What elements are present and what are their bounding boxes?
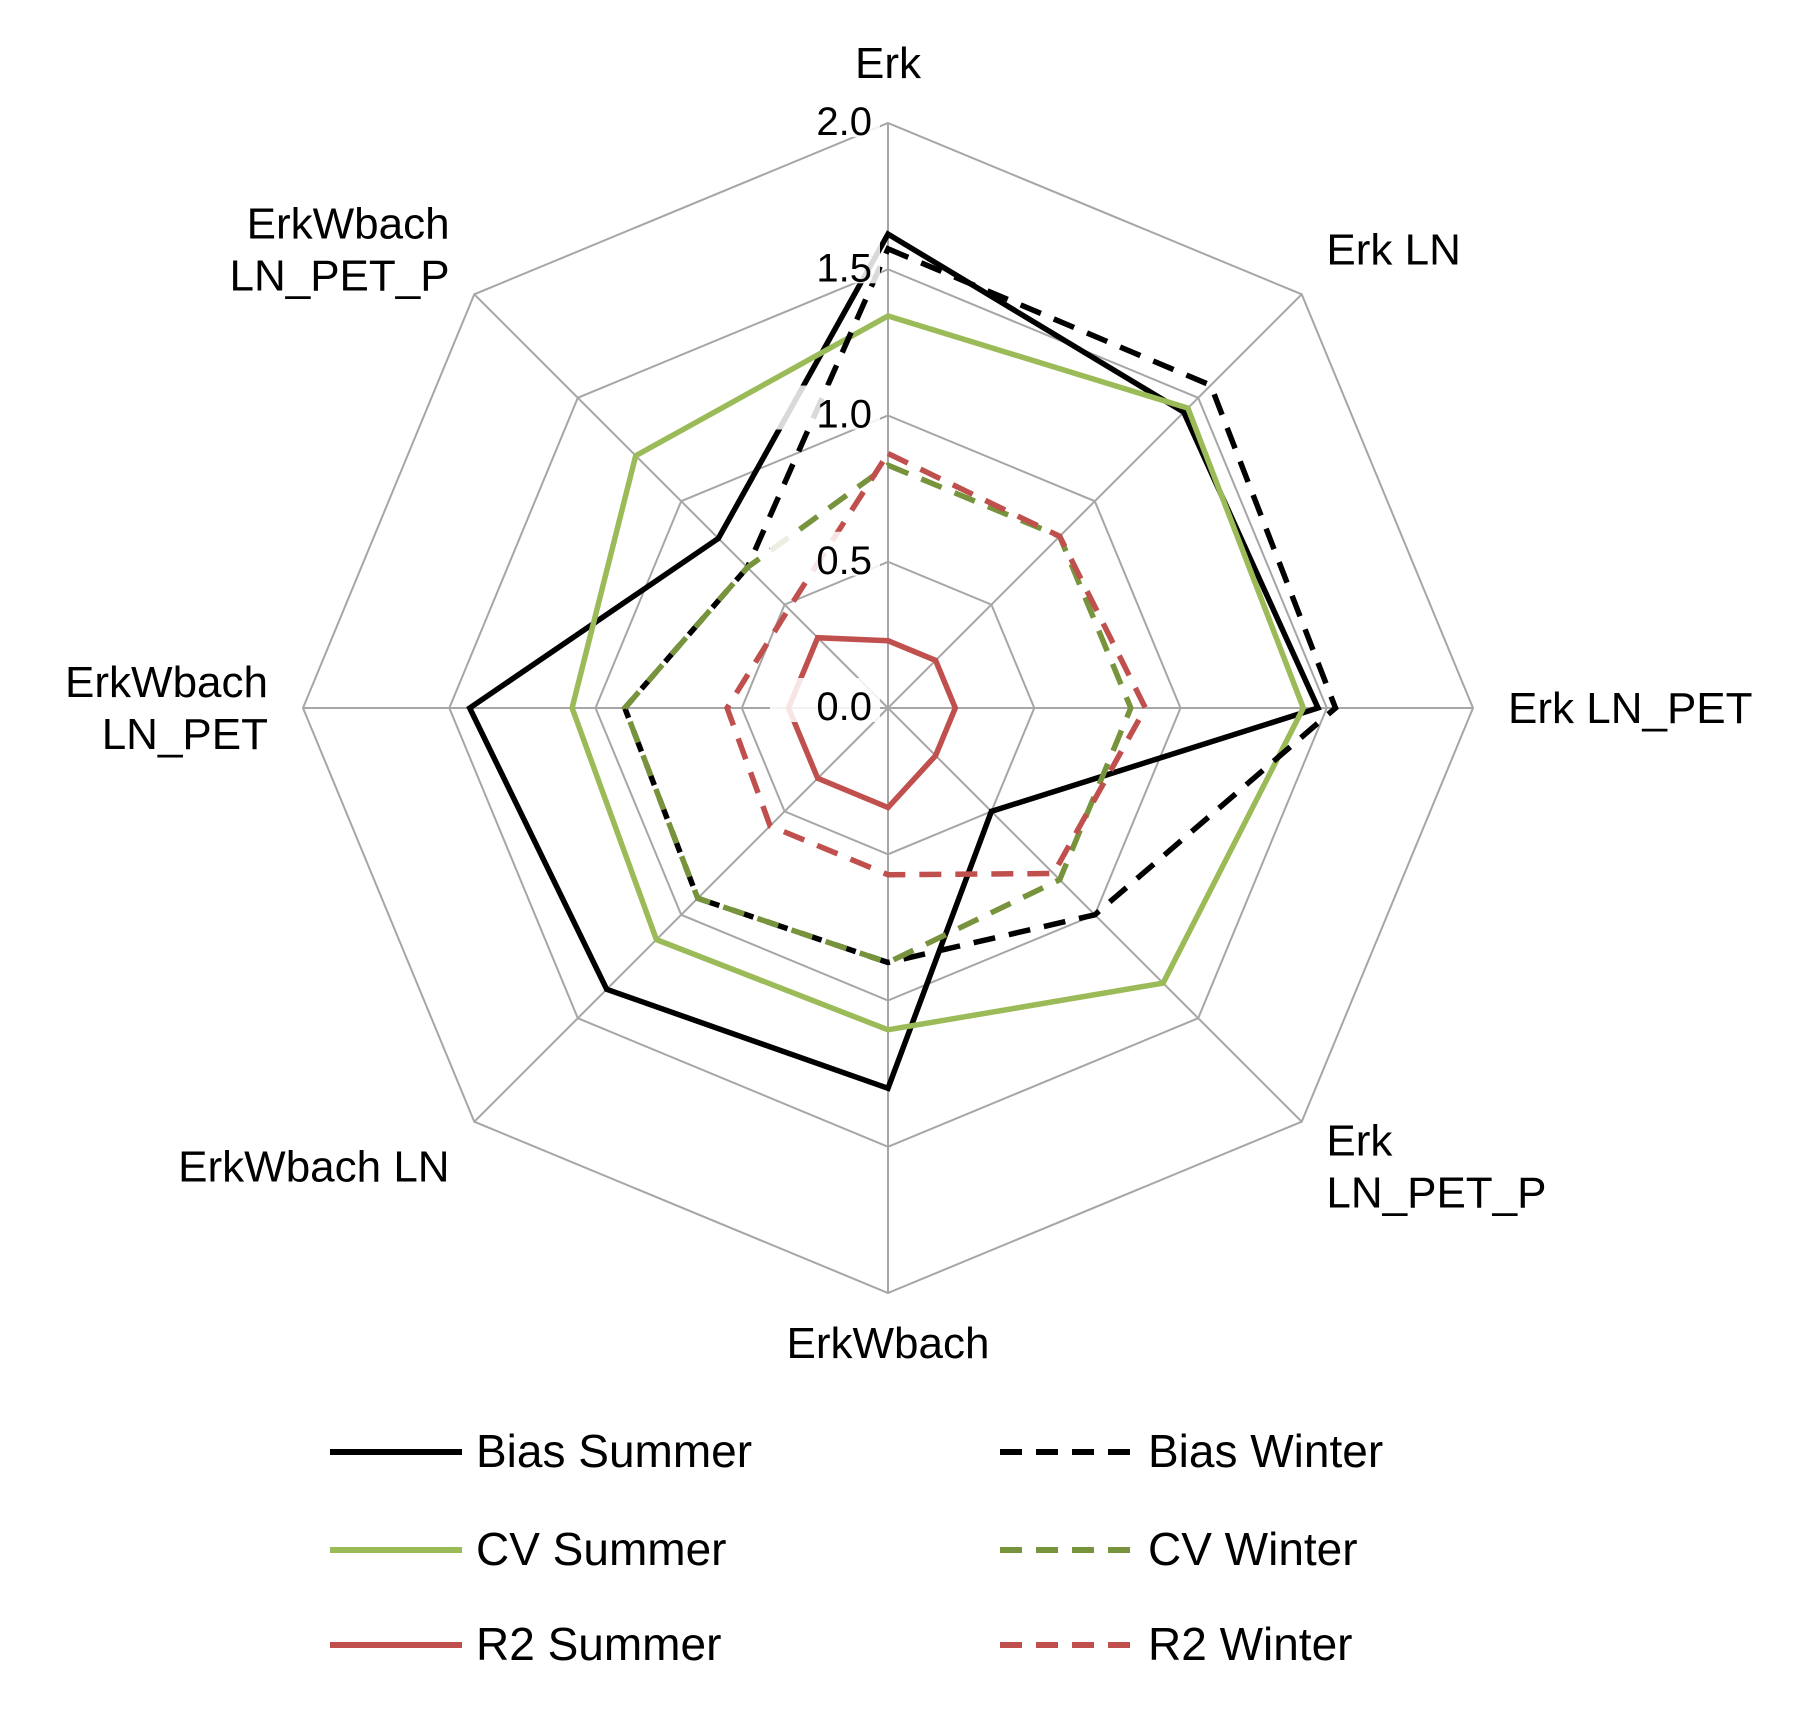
tick-label-bg [770,531,880,576]
category-label: ErkWbach LN [178,1142,449,1191]
series-line-cv-summer [569,313,1307,1033]
legend-label: Bias Summer [476,1425,752,1477]
radial-tick-label: 2.0 [816,100,872,144]
category-labels: Erk Erk LN Erk LN_PET Erk LN_PET_P ErkWbach Er… [65,39,1752,1368]
radar-grid [301,121,1475,1295]
legend-label: CV Winter [1148,1523,1358,1575]
category-label: Erk LN [1326,226,1460,275]
tick-label-bg [770,93,880,137]
category-label: ErkWbach [787,1319,990,1368]
series-line-bias-winter [621,245,1339,966]
legend-label: CV Summer [476,1523,726,1575]
tick-label-bg [770,678,880,722]
category-label: Erk [855,39,922,88]
legend: Bias Summer CV Summer R2 Summer Bias Winter… [330,1425,1383,1670]
grid-spoke [887,293,1303,709]
series-line-cv-winter [621,462,1134,966]
tick-label-bg [770,385,880,430]
category-label: ErkWbach LN_PET [65,658,268,759]
radial-tick-label: 1.0 [816,393,872,437]
legend-label: R2 Winter [1148,1618,1352,1670]
radial-tick-label: 0.5 [816,539,872,583]
series-lines [466,230,1339,1092]
legend-label: R2 Summer [476,1618,721,1670]
radial-tick-labels: 0.0 0.5 1.0 1.5 2.0 [770,93,880,729]
category-label: ErkWbach LN_PET_P [229,200,449,301]
category-label: Erk LN_PET_P [1326,1116,1546,1217]
series-line-r2-summer [785,634,959,811]
category-label: Erk LN_PET [1508,684,1753,733]
radial-tick-label: 1.5 [816,246,872,290]
legend-label: Bias Winter [1148,1425,1383,1477]
tick-label-bg [770,239,880,284]
series-line-r2-winter [724,449,1149,878]
radial-tick-label: 0.0 [816,685,872,729]
grid-spoke [473,707,889,1123]
